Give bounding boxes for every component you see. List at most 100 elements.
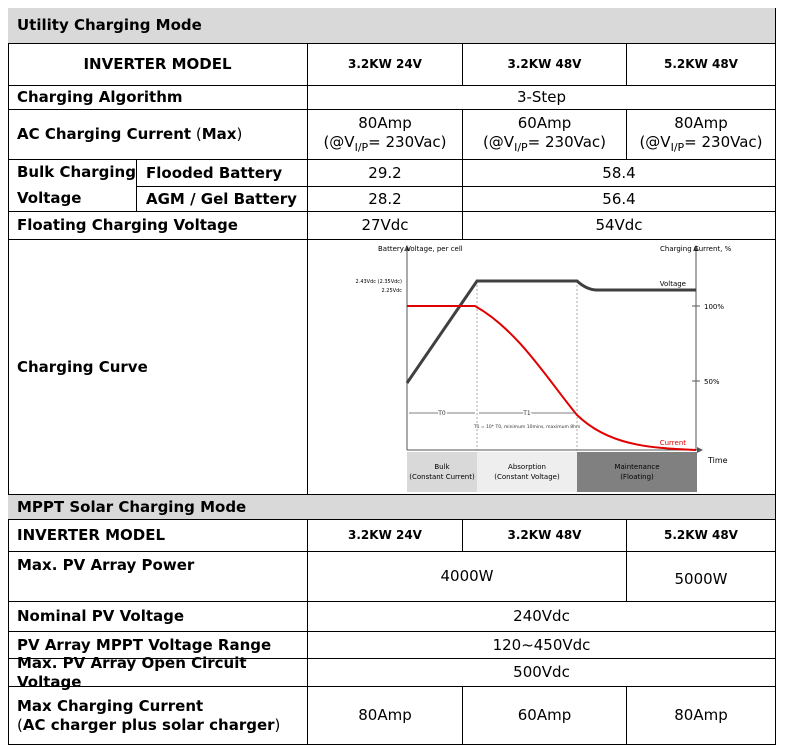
row-label: Max. PV Array Power — [8, 552, 308, 602]
text: 4000W — [440, 567, 494, 586]
charging-curve: Battery Voltage, per cell Charging Curre… — [356, 245, 732, 492]
curve-label: Voltage — [660, 280, 686, 288]
text: Flooded Battery — [146, 163, 283, 182]
text: 500Vdc — [513, 663, 570, 682]
model-cell: 3.2KW 24V — [308, 520, 463, 552]
value-cell: 80Amp (@VI/P= 230Vac) — [308, 110, 463, 160]
text: 28.2 — [368, 189, 402, 208]
row-label: Charging Curve — [8, 240, 308, 495]
text-line: (AC charger plus solar charger) — [17, 716, 280, 735]
text: Max. PV Array Power — [17, 556, 195, 574]
axis-label: Time — [707, 456, 728, 465]
annotation: 2.25Vdc — [382, 288, 403, 294]
sub-label: AGM / Gel Battery — [137, 187, 308, 212]
row-label: PV Array MPPT Voltage Range — [8, 632, 308, 659]
text: Voltage — [17, 188, 82, 207]
annotation: 2.43Vdc (2.35Vdc) — [356, 279, 402, 285]
text: I/P — [354, 141, 369, 154]
text: 5.2KW 48V — [664, 57, 738, 71]
phase-label: Absorption — [508, 463, 546, 471]
annotation: T1 = 10* T0, minimum 10mins, maximum 8hr… — [473, 424, 581, 430]
value-cell: 80Amp (@VI/P= 230Vac) — [627, 110, 776, 160]
text: = 230Vac) — [527, 133, 607, 151]
text: 3.2KW 48V — [507, 528, 582, 542]
phase-label: (Constant Current) — [409, 473, 475, 481]
text: 5.2KW 48V — [664, 528, 738, 542]
text: AGM / Gel Battery — [146, 189, 297, 208]
text: Bulk Charging — [17, 163, 136, 182]
text: INVERTER MODEL — [83, 55, 232, 74]
text: AC Charging Current — [17, 125, 192, 144]
text: Nominal PV Voltage — [17, 607, 185, 626]
model-cell: 3.2KW 48V — [463, 520, 627, 552]
row-label: Max. PV Array Open Circuit Voltage — [8, 654, 308, 691]
text: (@V — [639, 133, 671, 151]
text: (@V — [482, 133, 515, 151]
phase-box — [407, 452, 477, 492]
phase-label: Maintenance — [614, 463, 659, 471]
text-line: (@VI/P= 230Vac) — [639, 133, 762, 155]
text: Floating Charging Voltage — [17, 216, 238, 235]
model-cell: 3.2KW 48V — [463, 44, 627, 86]
text: Max — [201, 125, 237, 144]
text: PV Array MPPT Voltage Range — [17, 635, 272, 654]
phase-box — [477, 452, 577, 492]
header-cell: INVERTER MODEL — [8, 44, 308, 86]
value-cell: 58.4 — [463, 160, 776, 187]
text: = 230Vac) — [368, 133, 447, 151]
text: 240Vdc — [513, 607, 570, 626]
model-cell: 3.2KW 24V — [308, 44, 463, 86]
value-cell: 54Vdc — [463, 212, 776, 240]
text: Charging Algorithm — [17, 88, 183, 107]
text: 60Amp — [517, 706, 572, 725]
value-cell: 29.2 — [308, 160, 463, 187]
text: 80Amp — [674, 706, 728, 725]
text: 80Amp — [358, 114, 412, 133]
curve-label: Current — [660, 439, 687, 447]
text: I/P — [514, 141, 528, 154]
text: Utility Charging Mode — [17, 16, 202, 35]
text: 3.2KW 24V — [348, 57, 422, 71]
text: 58.4 — [602, 163, 636, 182]
text: ( — [17, 715, 23, 734]
tick-label: 100% — [704, 303, 724, 311]
value-cell: 60Amp — [463, 687, 627, 745]
axis-label: Battery Voltage, per cell — [378, 245, 463, 253]
value-cell: 56.4 — [463, 187, 776, 212]
text: (@V — [323, 133, 355, 151]
row-label: Bulk Charging Voltage — [8, 160, 137, 212]
text: ) — [236, 125, 243, 144]
phase-label: (Floating) — [620, 473, 654, 481]
value-cell: 4000W — [308, 552, 627, 602]
phase-label: Bulk — [434, 463, 450, 471]
row-label: Floating Charging Voltage — [8, 212, 308, 240]
value-cell: 80Amp — [627, 687, 776, 745]
text: 56.4 — [602, 189, 636, 208]
text: 120~450Vdc — [492, 635, 591, 654]
text: ) — [274, 715, 281, 734]
value-cell: 5000W — [627, 552, 776, 602]
value-cell: 28.2 — [308, 187, 463, 212]
voltage-curve — [405, 279, 696, 384]
text: 29.2 — [368, 163, 402, 182]
text: 5000W — [674, 570, 728, 589]
text: Charging Curve — [17, 357, 148, 376]
value-cell: 60Amp (@VI/P= 230Vac) — [463, 110, 627, 160]
text: 27Vdc — [361, 216, 409, 235]
section-title: Utility Charging Mode — [8, 8, 776, 44]
text: Max. PV Array Open Circuit Voltage — [17, 653, 247, 691]
value-cell: 27Vdc — [308, 212, 463, 240]
model-cell: 5.2KW 48V — [627, 520, 776, 552]
sub-label: Flooded Battery — [137, 160, 308, 187]
value-cell: 120~450Vdc — [308, 632, 776, 659]
text: AC charger plus solar charger — [22, 715, 275, 734]
section-title: MPPT Solar Charging Mode — [8, 495, 776, 520]
text: = 230Vac) — [684, 133, 763, 151]
row-label: Max Charging Current (AC charger plus sol… — [8, 687, 308, 745]
text-line: (@VI/P= 230Vac) — [323, 133, 446, 155]
text: 3-Step — [516, 88, 567, 107]
value-cell: 3-Step — [308, 86, 776, 110]
annotation: T1 — [522, 410, 531, 417]
tick-label: 50% — [704, 378, 720, 386]
